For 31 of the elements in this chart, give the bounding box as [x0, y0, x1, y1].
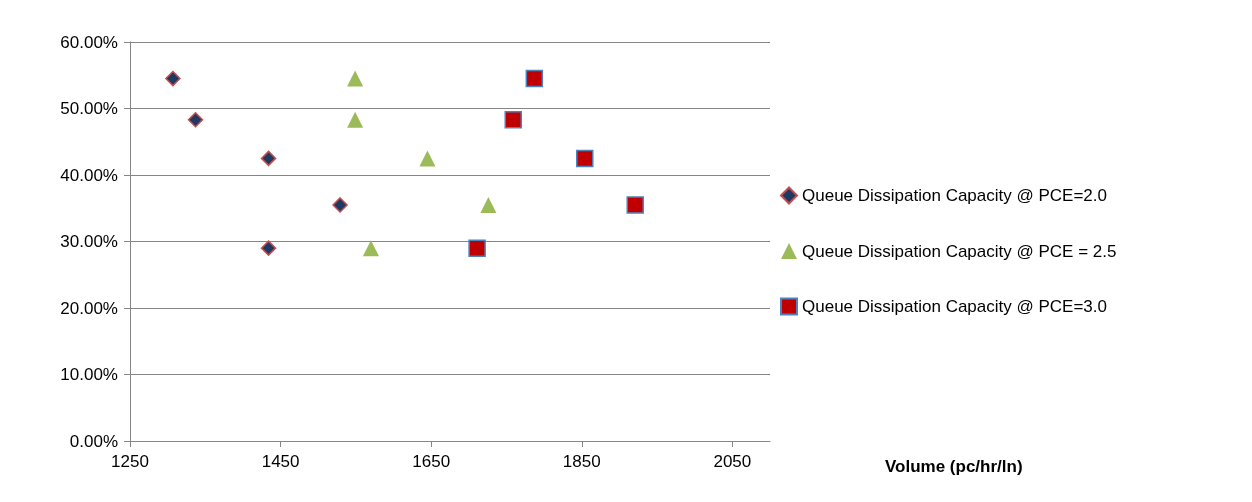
y-tick-label: 30.00% [60, 232, 118, 251]
y-tick-label: 50.00% [60, 99, 118, 118]
legend-label: Queue Dissipation Capacity @ PCE=2.0 [802, 186, 1107, 205]
point [480, 196, 497, 213]
legend-label: Queue Dissipation Capacity @ PCE=3.0 [802, 297, 1107, 316]
y-tick-label: 0.00% [69, 431, 118, 451]
point [362, 240, 379, 257]
point [419, 150, 436, 167]
y-tick-label: 40.00% [60, 165, 118, 185]
y-tick-label: 20.00% [60, 298, 118, 318]
point [260, 150, 277, 167]
point [468, 239, 486, 257]
point [347, 70, 364, 87]
x-tick-label: 1650 [412, 452, 451, 471]
point [165, 70, 181, 87]
point [525, 69, 544, 88]
y-tick-label: 10.00% [60, 365, 118, 384]
legend-label: Queue Dissipation Capacity @ PCE = 2.5 [802, 241, 1117, 261]
x-tick-label: 2050 [713, 452, 752, 471]
x-tick-label: 1450 [261, 452, 300, 471]
point [626, 196, 644, 214]
point [576, 149, 594, 168]
point [187, 112, 204, 128]
point [332, 197, 348, 213]
y-tick-label: 60.00% [60, 32, 118, 52]
point [347, 111, 364, 128]
x-tick-label: 1250 [111, 452, 149, 471]
point [504, 111, 522, 129]
text: Volume (pc/hr/ln) [885, 457, 1023, 476]
point [260, 240, 277, 256]
x-tick-label: 1850 [562, 452, 601, 471]
